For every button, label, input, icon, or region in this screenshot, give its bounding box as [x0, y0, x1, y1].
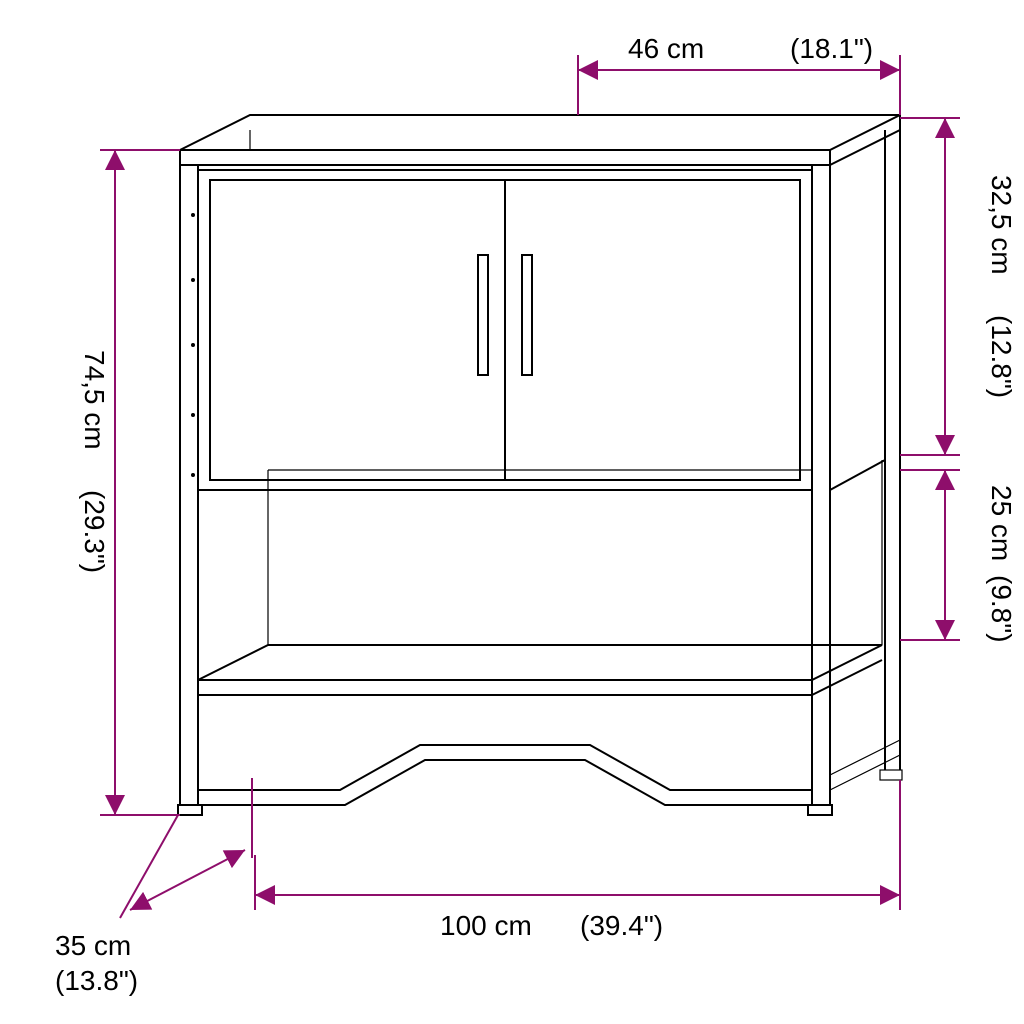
- dimensions-layer: 46 cm (18.1") 32,5 cm (12.8") 25 cm (9.8…: [55, 33, 1017, 996]
- dim-shelf-height: 25 cm (9.8"): [900, 470, 1017, 643]
- dim-depth-in: (13.8"): [55, 965, 138, 996]
- dim-width-in: (39.4"): [580, 910, 663, 941]
- dim-height-total: 74,5 cm (29.3"): [79, 150, 180, 815]
- dim-width-cm: 100 cm: [440, 910, 532, 941]
- dim-height-total-in: (29.3"): [79, 490, 110, 573]
- dim-shelf-height-in: (9.8"): [986, 575, 1017, 643]
- furniture-drawing: [178, 115, 902, 815]
- dim-depth: 35 cm (13.8"): [55, 778, 252, 996]
- dim-depth-cm: 35 cm: [55, 930, 131, 961]
- dim-door-width-in: (18.1"): [790, 33, 873, 64]
- dim-door-height-in: (12.8"): [986, 315, 1017, 398]
- dim-door-height: 32,5 cm (12.8"): [900, 118, 1017, 455]
- dim-height-total-cm: 74,5 cm: [79, 350, 110, 450]
- dim-shelf-height-cm: 25 cm: [986, 485, 1017, 561]
- dim-door-width: 46 cm (18.1"): [578, 33, 900, 115]
- dim-door-width-cm: 46 cm: [628, 33, 704, 64]
- dim-door-height-cm: 32,5 cm: [986, 175, 1017, 275]
